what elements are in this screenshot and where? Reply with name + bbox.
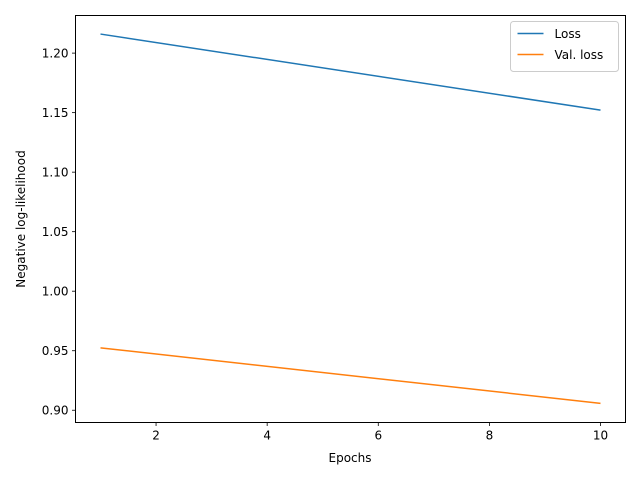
- legend-label-0: Loss: [555, 27, 581, 41]
- y-tick-label-4: 1.10: [42, 166, 69, 180]
- ticks-layer: 2 4 6 8 10 0.90 0.95 1.00 1.05 1.10 1.15 1.20: [42, 47, 608, 443]
- legend: Loss Val. loss: [510, 21, 619, 72]
- x-tick-label-1: 4: [263, 429, 271, 443]
- x-tick-label-3: 8: [486, 429, 494, 443]
- series-line-1: [100, 347, 601, 405]
- plot-frame: [75, 15, 626, 423]
- legend-label-1: Val. loss: [555, 48, 604, 62]
- x-tick-label-0: 2: [152, 429, 160, 443]
- y-tick-label-2: 1.00: [42, 285, 69, 299]
- y-tick-label-0: 0.90: [42, 404, 69, 418]
- series-line-0: [100, 33, 601, 111]
- y-tick-label-6: 1.20: [42, 47, 69, 61]
- series-layer: [100, 33, 601, 405]
- y-tick-label-5: 1.15: [42, 106, 69, 120]
- x-axis-label: Epochs: [329, 451, 372, 465]
- y-tick-label-3: 1.05: [42, 225, 69, 239]
- y-axis-label: Negative log-likelihood: [14, 150, 28, 287]
- x-tick-label-4: 10: [593, 429, 608, 443]
- y-tick-label-1: 0.95: [42, 344, 69, 358]
- x-tick-label-2: 6: [374, 429, 382, 443]
